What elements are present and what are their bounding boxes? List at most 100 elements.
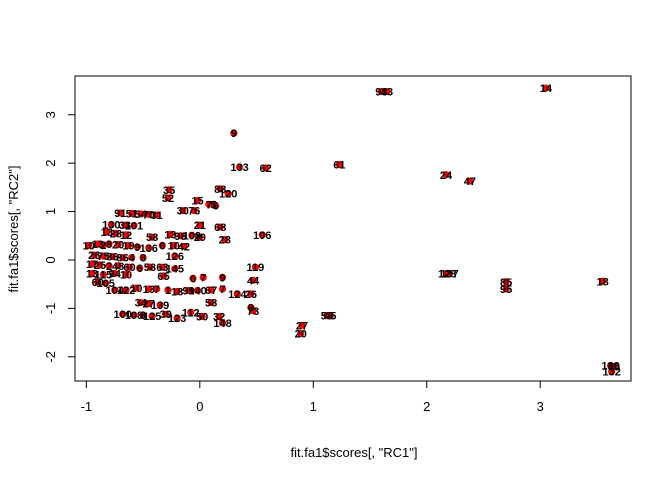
point-label: 54: [135, 209, 148, 221]
data-point: [164, 286, 172, 294]
point-label: 7: [206, 199, 212, 211]
y-tick-label: 1: [43, 208, 58, 215]
data-point: [190, 206, 198, 215]
point-label: 58: [321, 311, 333, 323]
data-point: [102, 279, 110, 287]
data-point: [148, 233, 156, 241]
point-label: 86: [117, 253, 129, 265]
data-point: [133, 243, 142, 251]
data-point: [262, 164, 270, 172]
point-label: 27: [296, 320, 308, 332]
point-label: 100: [113, 309, 131, 321]
data-point: [212, 202, 220, 210]
data-point: [297, 329, 305, 338]
point-label: 44: [247, 275, 260, 287]
data-point: [187, 308, 195, 316]
x-tick-label: -1: [81, 399, 93, 414]
point-label: 137: [440, 269, 458, 281]
y-axis: -2 -1 0 1 2 3: [43, 111, 76, 363]
data-point: [99, 252, 107, 260]
point-label: 85: [500, 277, 512, 289]
data-point: [176, 232, 185, 240]
data-point: [184, 286, 193, 295]
data-point: [199, 273, 207, 281]
data-point: [165, 186, 173, 194]
point-label: 19: [122, 240, 134, 252]
data-point: [94, 278, 102, 286]
x-tick-label: 2: [423, 399, 430, 414]
data-point: [90, 251, 98, 259]
data-point: [216, 223, 224, 231]
y-tick-label: 2: [43, 160, 58, 167]
point-label: 8: [140, 310, 146, 322]
point-label: 10: [120, 269, 132, 281]
point-label: 24: [440, 170, 453, 182]
point-label: 140: [188, 285, 206, 297]
data-point: [139, 311, 147, 319]
data-point: [193, 286, 202, 295]
point-label: 27: [143, 299, 155, 311]
data-point: [99, 270, 107, 279]
point-label: 6: [137, 263, 143, 275]
data-point: [171, 252, 179, 260]
point-label: 115: [94, 269, 112, 281]
point-label: 7: [200, 272, 206, 284]
point-label: 60: [92, 277, 104, 289]
point-label: 43: [381, 86, 393, 98]
point-label: 6: [159, 240, 165, 252]
point-label: 25: [94, 260, 106, 272]
data-point: [445, 269, 454, 278]
point-label: 6: [213, 201, 219, 213]
data-point: [196, 233, 204, 241]
data-point: [233, 290, 241, 298]
x-axis: -1 0 1 2 3: [81, 380, 544, 414]
point-label: 112: [182, 307, 200, 319]
point-label: 7: [219, 284, 225, 296]
data-point: [249, 276, 257, 284]
point-label: 105: [96, 278, 114, 290]
point-label: 61: [333, 160, 345, 172]
data-point: [121, 221, 129, 229]
point-label: 58: [146, 232, 158, 244]
x-tick-label: 3: [537, 399, 544, 414]
point-label: 2: [100, 240, 106, 252]
data-point: [247, 290, 255, 298]
data-point: [198, 313, 206, 321]
point-label: 95: [500, 284, 512, 296]
data-point: [145, 244, 153, 252]
data-point: [137, 298, 145, 307]
point-label: 2: [106, 261, 112, 273]
point-label: 132: [603, 366, 621, 378]
point-label: 8: [106, 239, 112, 251]
x-tick-label: 0: [196, 399, 203, 414]
data-point: [207, 298, 215, 307]
point-label: 8: [140, 253, 146, 265]
point-label: 125: [143, 311, 161, 323]
data-point: [218, 319, 227, 327]
point-label: 28: [219, 235, 231, 247]
point-label: 17: [86, 259, 98, 271]
data-point: [137, 210, 145, 218]
point-label: 6: [190, 273, 196, 285]
point-label: 75: [97, 251, 109, 263]
point-label: 10: [130, 283, 142, 295]
point-label: 50: [196, 312, 208, 324]
data-point: [128, 253, 136, 262]
x-axis-label: fit.fa1$scores[, "RC1"]: [291, 445, 418, 460]
data-point: [442, 171, 450, 179]
data-point: [158, 241, 166, 250]
point-label: 120: [219, 189, 237, 201]
data-point: [105, 262, 113, 270]
point-label: 99: [182, 285, 194, 297]
data-point: [608, 367, 616, 375]
point-label: 20: [295, 329, 307, 341]
point-label: 1: [165, 285, 171, 297]
point-label: 122: [117, 285, 135, 297]
point-label: 9: [134, 242, 140, 254]
data-point: [153, 285, 161, 293]
data-point: [542, 84, 550, 92]
data-point: [125, 263, 134, 271]
point-label: 7: [154, 284, 160, 296]
data-point: [171, 265, 179, 273]
data-point: [170, 241, 178, 250]
